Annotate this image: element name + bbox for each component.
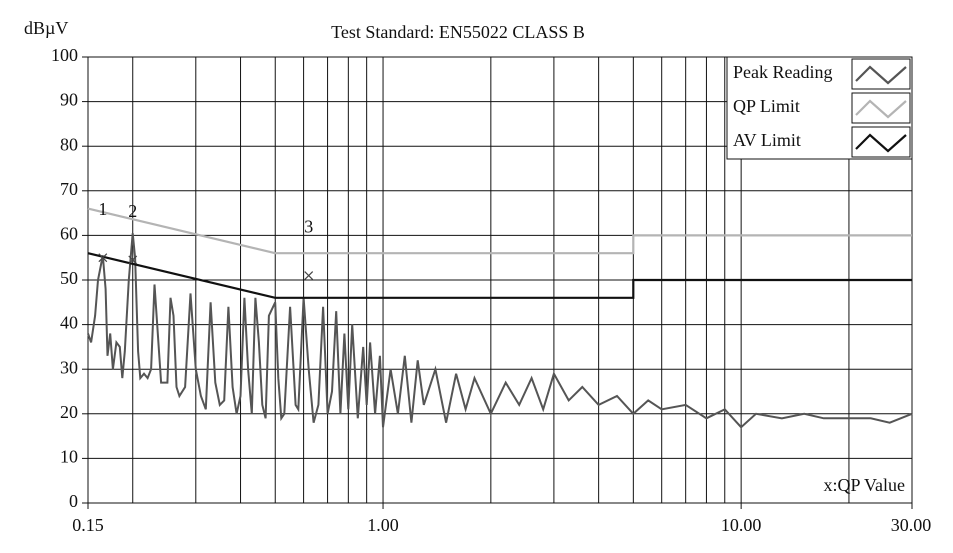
series-line — [87, 207, 912, 255]
legend-swatch-box — [851, 58, 911, 90]
marker — [128, 255, 138, 265]
y-tick-label: 10 — [60, 447, 78, 467]
legend-swatch — [855, 133, 907, 153]
y-tick-label: 20 — [60, 402, 78, 422]
series-line — [87, 233, 913, 429]
legend-label: QP Limit — [733, 96, 800, 116]
y-tick-label: 100 — [51, 45, 78, 65]
marker — [304, 271, 314, 280]
y-tick-label: 70 — [60, 179, 78, 199]
y-tick-label: 50 — [60, 268, 78, 288]
legend-swatch — [855, 99, 907, 119]
x-tick-label: 30.00 — [891, 515, 932, 535]
x-tick-label: 1.00 — [367, 515, 399, 535]
annotation: x:QP Value — [823, 475, 905, 495]
chart-title: Test Standard: EN55022 CLASS B — [331, 22, 585, 42]
marker-label: 3 — [304, 217, 313, 237]
y-tick-label: 40 — [60, 313, 78, 333]
x-tick-label: 10.00 — [721, 515, 762, 535]
marker — [98, 253, 108, 263]
legend-swatch-box — [851, 92, 911, 124]
y-axis-label: dBµV — [24, 18, 68, 38]
x-tick-label: 0.15 — [72, 515, 104, 535]
series-line — [87, 252, 912, 299]
legend-swatch — [855, 65, 907, 85]
y-tick-label: 60 — [60, 224, 78, 244]
legend-label: AV Limit — [733, 130, 801, 150]
marker-label: 1 — [98, 199, 107, 219]
legend-swatch-box — [851, 126, 911, 158]
marker-label: 2 — [128, 201, 137, 221]
y-tick-label: 30 — [60, 357, 78, 377]
legend-label: Peak Reading — [733, 62, 832, 82]
y-tick-label: 90 — [60, 90, 78, 110]
y-tick-label: 80 — [60, 134, 78, 154]
y-tick-label: 0 — [69, 491, 78, 511]
